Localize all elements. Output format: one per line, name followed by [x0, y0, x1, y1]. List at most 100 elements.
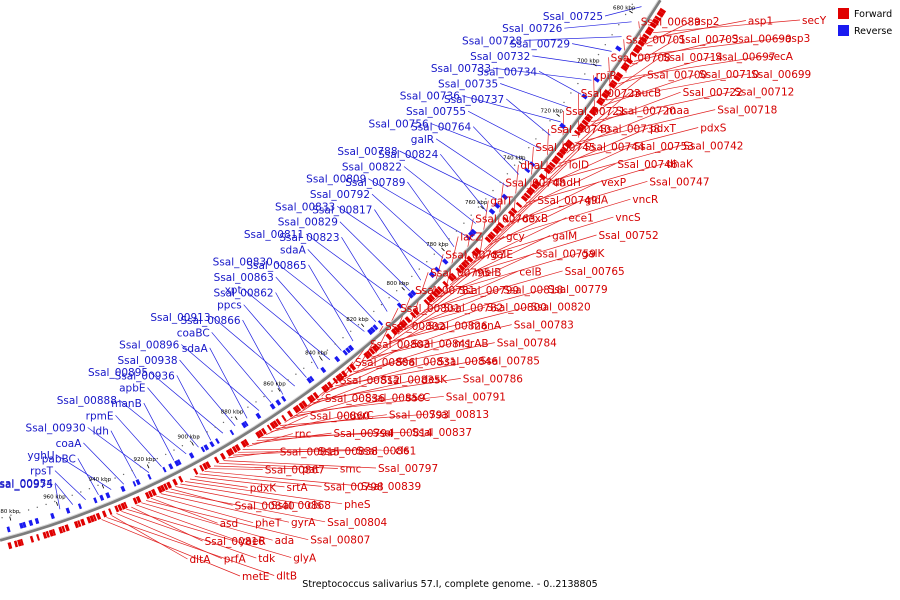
reverse-label-leader	[275, 276, 342, 351]
forward-label-leader	[155, 495, 254, 524]
forward-gene-label: Ssal_00738	[600, 124, 660, 136]
forward-gene-label: Ssal_00841	[412, 339, 472, 351]
forward-gene-block	[240, 440, 247, 448]
reverse-gene-block	[22, 521, 27, 528]
forward-label-leader	[344, 343, 411, 380]
forward-gene-label: Ssal_00779	[548, 284, 608, 296]
forward-gene-block	[89, 515, 95, 523]
forward-gene-label: Ssal_00820	[531, 302, 591, 314]
forward-gene-block	[396, 324, 403, 331]
forward-gene-label: Ssal_00690	[732, 33, 792, 45]
reverse-label-leader	[212, 316, 296, 387]
forward-gene-label: Ssal_00765	[565, 266, 625, 278]
reverse-label-leader	[242, 319, 284, 395]
reverse-label-leader	[564, 21, 632, 29]
forward-gene-block	[123, 501, 128, 509]
forward-gene-label: Ssal_00752	[599, 230, 659, 242]
kbp-minor-tick	[584, 73, 586, 75]
forward-gene-block	[231, 445, 238, 453]
forward-gene-label: dhaL	[520, 160, 546, 172]
reverse-label-leader	[435, 138, 509, 188]
forward-gene-block	[623, 62, 630, 68]
reverse-label-leader	[54, 483, 61, 510]
forward-gene-label: Ssal_00753	[634, 141, 694, 153]
forward-gene-label: asp1	[748, 16, 773, 28]
reverse-gene-block	[334, 355, 341, 363]
kbp-tick-label: 780 kbp	[426, 242, 449, 248]
reverse-label-leader	[149, 371, 224, 434]
reverse-gene-block	[593, 76, 600, 83]
forward-gene-block	[108, 508, 113, 515]
forward-label-leader	[289, 396, 363, 420]
forward-label-leader	[406, 288, 546, 327]
forward-label-leader	[437, 253, 534, 299]
kbp-minor-tick	[239, 411, 241, 413]
forward-gene-block	[603, 89, 611, 96]
forward-gene-block	[487, 233, 495, 241]
forward-gene-block	[114, 505, 120, 513]
kbp-minor-tick	[1, 517, 3, 519]
reverse-gene-label: Ssal_00936	[115, 370, 175, 382]
forward-gene-label: Ssal_00699	[751, 69, 811, 81]
kbp-minor-tick	[577, 82, 579, 85]
reverse-label-leader	[211, 332, 272, 403]
kbp-minor-tick	[131, 469, 133, 472]
forward-label-leader	[302, 379, 339, 410]
forward-label-leader	[466, 217, 520, 268]
reverse-label-leader	[368, 178, 466, 236]
forward-gene-block	[272, 420, 279, 428]
reverse-label-leader	[118, 399, 187, 455]
forward-label-leader	[170, 488, 233, 506]
forward-gene-block	[307, 395, 314, 404]
forward-gene-block	[326, 381, 334, 389]
forward-gene-block	[576, 125, 585, 133]
kbp-tick-mark	[480, 205, 484, 210]
forward-label-leader	[424, 270, 563, 311]
reverse-gene-block	[407, 292, 414, 299]
forward-gene-label: Ssal_00818	[503, 284, 563, 296]
reverse-gene-block	[434, 266, 441, 273]
forward-label-leader	[397, 289, 458, 335]
forward-gene-label: maa	[666, 105, 689, 117]
forward-gene-block	[36, 534, 40, 541]
forward-gene-label: Ssal_00815	[280, 447, 340, 459]
forward-gene-block	[442, 280, 449, 288]
forward-gene-block	[579, 122, 587, 130]
reverse-label-leader	[341, 237, 388, 312]
legend-reverse-label: Reverse	[854, 26, 892, 37]
forward-gene-block	[292, 406, 300, 414]
reverse-gene-label: Ssal_00756	[369, 118, 429, 130]
forward-gene-block	[160, 484, 166, 492]
reverse-gene-block	[529, 161, 536, 167]
forward-gene-label: Ssal_00708	[611, 52, 671, 64]
forward-label-leader	[602, 73, 698, 107]
forward-gene-block	[275, 418, 282, 426]
forward-label-leader	[326, 361, 395, 394]
kbp-minor-tick	[373, 310, 375, 313]
reverse-gene-label: Ssal_00755	[406, 106, 466, 118]
forward-label-leader	[614, 56, 662, 90]
kbp-tick-label: 920 kbp	[133, 457, 156, 463]
kbp-tick-mark	[592, 63, 597, 67]
forward-gene-block	[546, 164, 554, 172]
forward-gene-block	[390, 328, 398, 336]
kbp-tick-mark	[441, 247, 445, 252]
forward-gene-block	[309, 394, 316, 402]
kbp-tick-mark	[234, 416, 238, 421]
reverse-gene-block	[93, 497, 98, 504]
forward-label-leader	[415, 271, 473, 319]
kbp-minor-tick	[411, 275, 413, 278]
reverse-gene-label: Ssal_00888	[57, 395, 117, 407]
reverse-gene-label: Ssal_00830	[213, 257, 273, 269]
kbp-tick-mark	[401, 287, 405, 291]
forward-gene-label: Ssal_00723	[581, 88, 641, 100]
forward-gene-block	[431, 290, 439, 298]
forward-gene-block	[42, 531, 48, 539]
forward-gene-label: Ssal_00710	[699, 69, 759, 81]
reverse-gene-label: Ssal_00788	[337, 146, 397, 158]
forward-label-leader	[366, 324, 469, 362]
kbp-minor-tick	[105, 481, 108, 483]
reverse-gene-block	[488, 208, 496, 215]
reverse-gene-block	[99, 494, 105, 501]
gene-features	[6, 7, 667, 550]
